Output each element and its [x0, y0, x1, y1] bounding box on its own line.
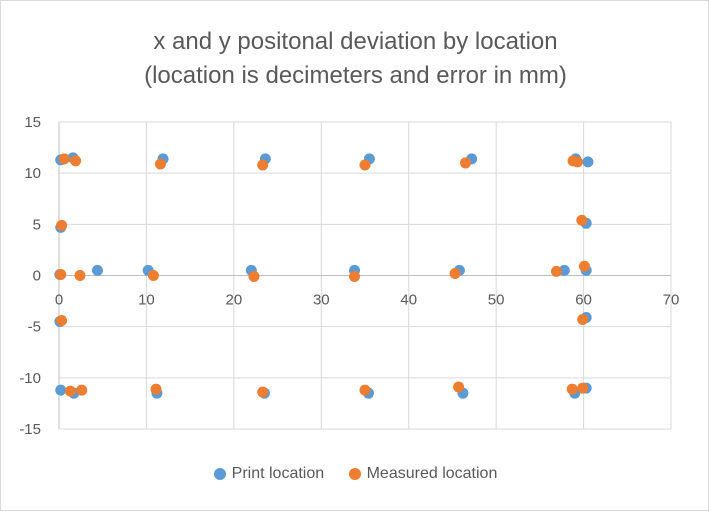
measured-location-point	[55, 268, 67, 280]
measured-location-point	[566, 383, 578, 395]
measured-location-point	[349, 271, 361, 283]
y-tick-label: 0	[33, 268, 41, 285]
measured-location-point	[64, 385, 76, 397]
measured-location-point	[150, 383, 162, 395]
legend-label-measured: Measured location	[366, 465, 498, 482]
chart-legend: Print location Measured location	[1, 465, 709, 485]
measured-location-point	[460, 157, 472, 169]
measured-location-point	[359, 384, 371, 396]
measured-location-point	[74, 270, 86, 281]
legend-label-print: Print location	[231, 465, 325, 482]
measured-location-point	[147, 270, 159, 281]
x-tick-label: 20	[226, 292, 243, 309]
y-tick-label: -10	[19, 370, 41, 387]
measured-location-point	[154, 158, 166, 170]
measured-location-point	[359, 159, 371, 171]
print-location-point	[55, 384, 67, 396]
measured-location-point	[248, 271, 260, 283]
measured-location-point	[257, 386, 269, 398]
y-tick-label: 15	[24, 114, 41, 131]
y-tick-label: 5	[33, 216, 41, 233]
measured-location-point	[56, 219, 68, 231]
measured-location-point	[257, 159, 269, 171]
x-tick-label: 60	[575, 292, 592, 309]
x-tick-label: 10	[138, 292, 155, 309]
legend-marker-measured	[348, 468, 361, 480]
measured-location-point	[56, 315, 68, 327]
chart-title: x and y positonal deviation by location …	[1, 25, 709, 93]
measured-location-point	[577, 314, 589, 326]
x-tick-label: 30	[313, 292, 330, 309]
x-tick-label: 40	[400, 292, 417, 309]
y-tick-label: 10	[24, 165, 41, 182]
measured-location-point	[578, 260, 590, 272]
print-location-point	[582, 156, 594, 168]
measured-location-point	[571, 156, 583, 168]
legend-item-print: Print location	[213, 465, 325, 483]
x-tick-label: 70	[663, 292, 680, 309]
measured-location-point	[58, 153, 70, 165]
measured-location-point	[70, 155, 82, 167]
chart-title-line-1: x and y positonal deviation by location	[153, 28, 558, 55]
measured-location-point	[453, 381, 465, 393]
print-location-point	[91, 264, 103, 276]
legend-marker-print	[213, 468, 226, 480]
measured-location-point	[76, 384, 88, 396]
legend-item-measured: Measured location	[348, 465, 498, 483]
x-tick-label: 50	[488, 292, 505, 309]
measured-location-point	[449, 267, 461, 279]
measured-location-point	[576, 214, 588, 226]
x-tick-label: 0	[55, 292, 63, 309]
y-tick-label: -15	[19, 421, 41, 438]
measured-location-point	[550, 265, 562, 277]
measured-location-point	[577, 382, 589, 394]
chart-title-line-2: (location is decimeters and error in mm)	[144, 62, 567, 89]
y-tick-label: -5	[28, 319, 41, 336]
